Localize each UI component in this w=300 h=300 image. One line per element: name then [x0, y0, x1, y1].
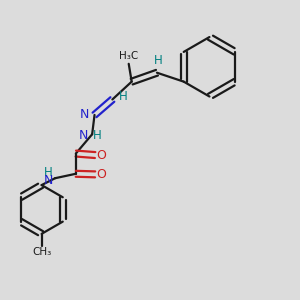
Text: O: O — [97, 168, 106, 181]
Text: H₃C: H₃C — [119, 51, 138, 62]
Text: H: H — [154, 54, 163, 67]
Text: N: N — [80, 108, 89, 122]
Text: O: O — [97, 148, 106, 162]
Text: H: H — [93, 129, 102, 142]
Text: N: N — [44, 174, 53, 187]
Text: H: H — [119, 90, 128, 103]
Text: N: N — [79, 129, 88, 142]
Text: CH₃: CH₃ — [32, 247, 51, 257]
Text: H: H — [44, 167, 53, 179]
